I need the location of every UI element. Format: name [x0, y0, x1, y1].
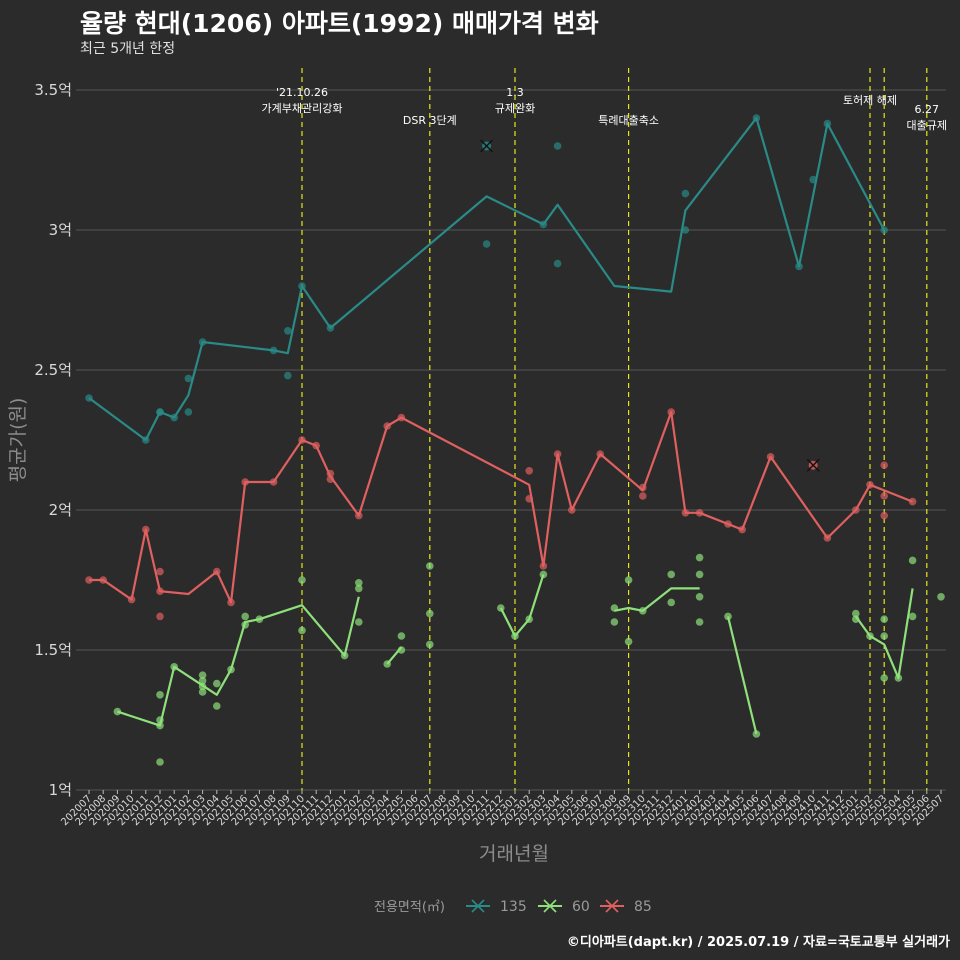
annotation-label: DSR 3단계 — [403, 114, 457, 127]
annotation-label: 규제완화 — [495, 102, 535, 115]
data-point — [880, 615, 888, 623]
data-point — [184, 408, 193, 416]
y-axis-title: 평균가(원) — [7, 398, 29, 483]
data-point — [397, 632, 406, 640]
chart-subtitle: 최근 5개년 한정 — [80, 41, 176, 57]
data-point — [624, 637, 633, 646]
data-point — [355, 618, 363, 626]
legend-label: 60 — [572, 899, 590, 915]
axis-layer: 1억1.5억2억2.5억3억3.5억2020072020082020092020… — [34, 81, 946, 828]
data-point — [298, 576, 306, 584]
cancelled-mark — [806, 458, 820, 472]
legend-label: 85 — [634, 899, 652, 915]
data-point — [695, 570, 704, 579]
data-point — [426, 640, 434, 649]
data-point — [284, 327, 292, 335]
legend-label: 135 — [500, 899, 527, 915]
annotation-label: 대출규제 — [907, 119, 947, 132]
data-point — [156, 758, 164, 766]
annotation-label: 토허제 해제 — [843, 93, 897, 107]
data-point — [880, 492, 888, 500]
x-axis-title: 거래년월 — [479, 843, 549, 865]
data-point — [198, 688, 207, 696]
series-line — [117, 596, 360, 727]
data-point — [908, 612, 917, 621]
y-tick-label: 1억 — [49, 781, 72, 799]
data-point — [426, 562, 434, 570]
data-point — [184, 374, 193, 383]
data-point — [937, 593, 945, 601]
data-point — [553, 142, 562, 150]
data-point — [880, 461, 888, 470]
data-point — [681, 226, 690, 234]
data-point — [624, 576, 633, 584]
data-point — [113, 707, 122, 716]
annotation-label: 가계부채관리강화 — [262, 102, 343, 115]
data-point — [880, 632, 888, 640]
data-point — [525, 467, 533, 475]
series-line — [726, 616, 758, 735]
data-point — [156, 612, 164, 621]
y-tick-label: 3.5억 — [34, 81, 72, 99]
data-point — [298, 626, 306, 635]
series-line — [88, 116, 886, 442]
data-point — [908, 556, 917, 565]
policy-lines — [301, 68, 928, 790]
data-point — [667, 598, 675, 607]
y-tick-label: 2.5억 — [34, 361, 72, 379]
data-point — [852, 609, 860, 618]
legend: 전용면적(㎡) 135 60 85 — [374, 899, 652, 915]
data-point — [880, 674, 888, 682]
data-point — [213, 702, 221, 710]
legend-key-cross — [543, 899, 557, 913]
annotation-label: 1.3 — [506, 86, 524, 99]
cancelled-mark — [480, 139, 494, 153]
data-point — [639, 492, 647, 500]
data-point — [553, 259, 562, 268]
data-point — [426, 609, 434, 618]
data-point — [667, 570, 675, 579]
data-point — [880, 511, 888, 520]
annotation-label: '21.10.26 — [276, 86, 328, 99]
y-tick-label: 3억 — [49, 221, 72, 239]
annotation-label: 6.27 — [915, 103, 940, 116]
data-point — [355, 584, 363, 593]
series-line — [499, 574, 545, 638]
data-point — [156, 567, 164, 576]
data-point — [213, 679, 221, 688]
data-point — [284, 371, 292, 380]
legend-key-cross — [471, 899, 485, 913]
source-caption: ©디아파트(dapt.kr) / 2025.07.19 / 자료=국토교통부 실… — [566, 935, 950, 950]
series-layer — [85, 114, 945, 766]
data-point — [681, 189, 690, 198]
data-point — [198, 671, 207, 679]
legend-title: 전용면적(㎡) — [374, 900, 445, 915]
data-point — [355, 579, 363, 587]
grid-layer — [76, 89, 946, 791]
data-point — [695, 618, 704, 626]
chart-title: 율량 현대(1206) 아파트(1992) 매매가격 변화 — [80, 9, 599, 38]
data-point — [198, 677, 207, 685]
y-tick-label: 1.5억 — [34, 641, 72, 659]
series-line — [89, 410, 914, 604]
data-point — [156, 691, 164, 699]
data-point — [695, 553, 704, 562]
series-line — [854, 588, 914, 680]
y-tick-label: 2억 — [49, 501, 72, 519]
data-point — [610, 618, 619, 626]
legend-key-cross — [605, 899, 619, 913]
data-point — [482, 240, 491, 248]
data-point — [241, 612, 249, 621]
annotation-label: 특례대출축소 — [598, 114, 659, 127]
series-line — [386, 646, 403, 665]
data-point — [695, 593, 704, 601]
series-line — [614, 587, 700, 612]
